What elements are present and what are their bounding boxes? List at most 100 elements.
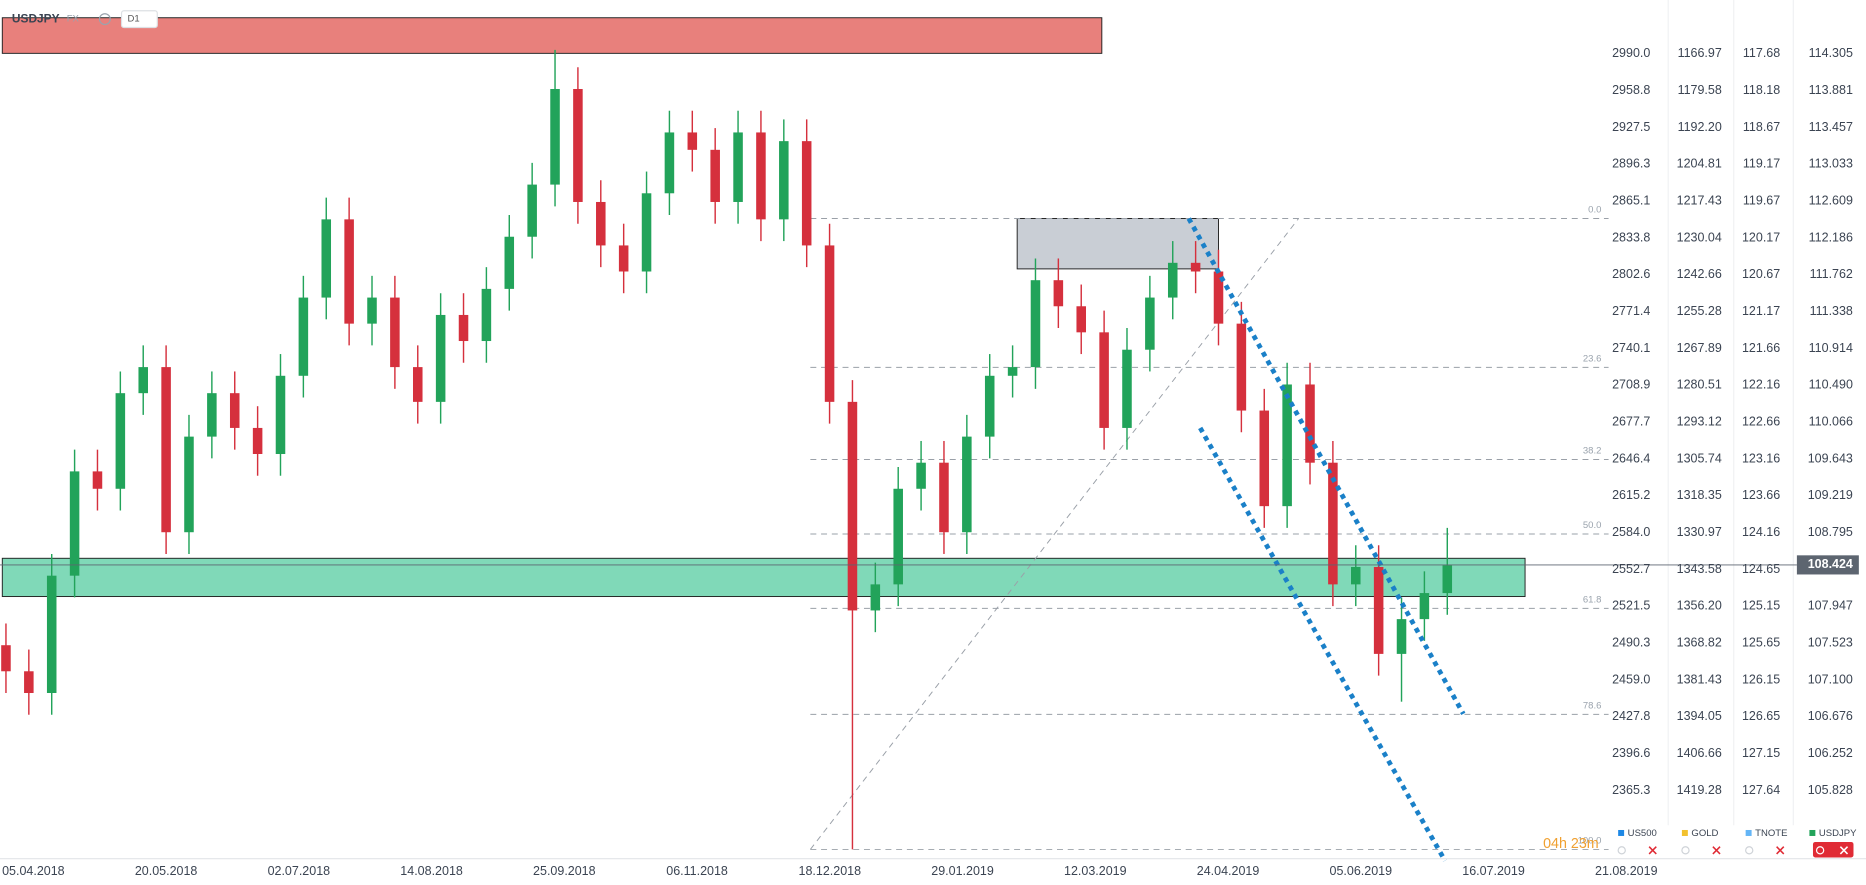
candle-body	[1351, 566, 1361, 585]
candle-body	[138, 367, 148, 394]
candle-body	[1, 645, 11, 672]
x-tick-label: 18.12.2018	[799, 864, 862, 878]
scale-label: 1242.66	[1677, 267, 1722, 281]
candle-body	[916, 462, 926, 489]
y-tick-label: 107.947	[1808, 599, 1853, 613]
scale-label: 121.66	[1742, 341, 1780, 355]
legend-label[interactable]: USDJPY	[1819, 828, 1857, 839]
y-tick-label: 113.457	[1809, 120, 1853, 134]
y-tick-label: 110.914	[1809, 341, 1853, 355]
candle-body	[1122, 349, 1132, 428]
scale-label: 119.67	[1743, 193, 1780, 207]
info-icon[interactable]	[98, 13, 111, 26]
candle-body	[252, 427, 263, 455]
legend-swatch	[1681, 829, 1688, 836]
fib-label: 23.6	[1583, 354, 1602, 365]
x-tick-label: 29.01.2019	[931, 864, 994, 878]
legend-eye[interactable]	[1617, 846, 1626, 855]
scale-label: 123.16	[1742, 451, 1780, 465]
candle-body	[344, 219, 354, 324]
candle-body	[1099, 332, 1109, 428]
scale-label: 2896.3	[1612, 157, 1650, 171]
timeframe-box[interactable]	[120, 10, 158, 29]
y-tick-label: 112.609	[1809, 193, 1853, 207]
scale-label: 120.17	[1742, 230, 1780, 244]
fib-label: 100.0	[1578, 836, 1602, 847]
scale-label: 1255.28	[1677, 304, 1722, 318]
scale-label: 1330.97	[1677, 525, 1722, 539]
legend-remove[interactable]	[1648, 846, 1657, 855]
symbol: USDJPY	[12, 11, 60, 25]
candle-body	[984, 375, 995, 437]
scale-label: 1343.58	[1677, 562, 1722, 576]
fib-label: 61.8	[1583, 595, 1602, 606]
candle-body	[1167, 262, 1178, 298]
candle-body	[756, 132, 766, 220]
x-tick-label: 21.08.2019	[1595, 864, 1658, 878]
x-tick-label: 14.08.2018	[400, 864, 463, 878]
candle-body	[504, 236, 515, 289]
scale-label: 2802.6	[1612, 267, 1650, 281]
legend-eye[interactable]	[1681, 846, 1690, 855]
scale-label: 1179.58	[1678, 83, 1722, 97]
x-tick-label: 06.11.2018	[666, 864, 728, 878]
y-tick-label: 110.490	[1809, 378, 1853, 392]
candle-body	[161, 367, 171, 533]
candle-body	[710, 149, 720, 202]
legend-eye[interactable]	[1745, 846, 1754, 855]
timer: 04h 23m	[1543, 836, 1599, 852]
candle-body	[1145, 297, 1155, 350]
y-tick-label: 107.523	[1808, 636, 1853, 650]
y-tick-label: 105.828	[1808, 783, 1853, 797]
candle-body	[229, 393, 240, 428]
legend-label[interactable]: US500	[1628, 828, 1657, 839]
timeframe[interactable]: D1	[127, 14, 139, 25]
scale-label: 1217.43	[1677, 193, 1722, 207]
candle-body	[870, 584, 881, 611]
scale-label: 127.64	[1742, 783, 1780, 797]
scale-label: 2865.1	[1612, 193, 1650, 207]
y-tick-label: 109.643	[1808, 451, 1853, 465]
scale-label: 1394.05	[1677, 709, 1722, 723]
scale-label: 127.15	[1742, 746, 1780, 760]
scale-label: 126.65	[1742, 709, 1780, 723]
scale-label: 2833.8	[1612, 230, 1650, 244]
candle-body	[687, 132, 698, 150]
y-tick-label: 109.219	[1808, 488, 1853, 502]
scale-label: 2396.6	[1612, 746, 1650, 760]
candle-body	[1419, 593, 1430, 620]
scale-label: 2552.7	[1612, 562, 1650, 576]
scale-label: 2615.2	[1612, 488, 1650, 502]
scale-label: 1318.35	[1677, 488, 1722, 502]
legend-remove[interactable]	[1712, 846, 1721, 855]
scale-label: 121.17	[1742, 304, 1780, 318]
legend-remove[interactable]	[1839, 846, 1849, 855]
zone	[1, 17, 1103, 54]
candle-body	[275, 375, 286, 455]
x-tick-label: 25.09.2018	[533, 864, 596, 878]
scale-label: 126.15	[1742, 672, 1780, 686]
scale-label: 2427.8	[1612, 709, 1650, 723]
scale-label: 1192.20	[1678, 120, 1722, 134]
legend-eye[interactable]	[1815, 846, 1825, 855]
candle-body	[92, 471, 103, 489]
candle-body	[412, 367, 423, 402]
legend-remove[interactable]	[1776, 846, 1785, 855]
candle-body	[184, 436, 194, 533]
legend-label[interactable]: TNOTE	[1755, 828, 1787, 839]
last-price-label: 108.424	[1808, 557, 1853, 571]
scale-label: 118.18	[1743, 83, 1780, 97]
candle-body	[664, 132, 675, 194]
legend-controls-bg	[1812, 841, 1854, 858]
y-tick-label: 107.100	[1808, 672, 1853, 686]
candle-body	[1007, 367, 1018, 376]
x-tick-label: 05.06.2019	[1330, 864, 1393, 878]
candle-body	[207, 393, 217, 437]
legend-label[interactable]: GOLD	[1691, 828, 1718, 839]
scale-label: 2927.5	[1612, 120, 1650, 134]
legend-swatch	[1745, 829, 1752, 836]
scale-label: 2958.8	[1612, 83, 1650, 97]
y-tick-label: 111.338	[1810, 304, 1853, 318]
candle-body	[801, 141, 812, 246]
